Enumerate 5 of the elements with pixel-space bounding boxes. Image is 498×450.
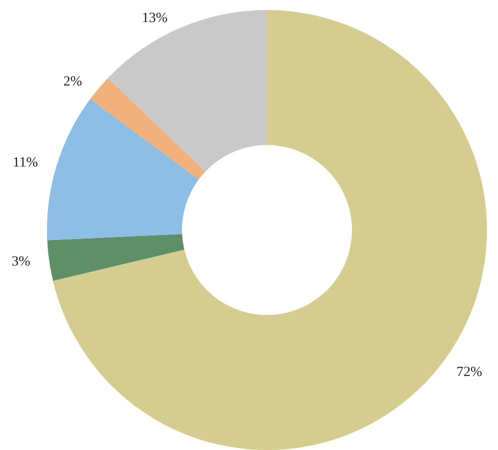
data-label: 13% — [142, 11, 168, 26]
data-label: 11% — [12, 156, 38, 171]
data-label: 3% — [12, 254, 31, 270]
data-label: 72% — [456, 365, 482, 380]
data-label: 2% — [63, 74, 82, 90]
